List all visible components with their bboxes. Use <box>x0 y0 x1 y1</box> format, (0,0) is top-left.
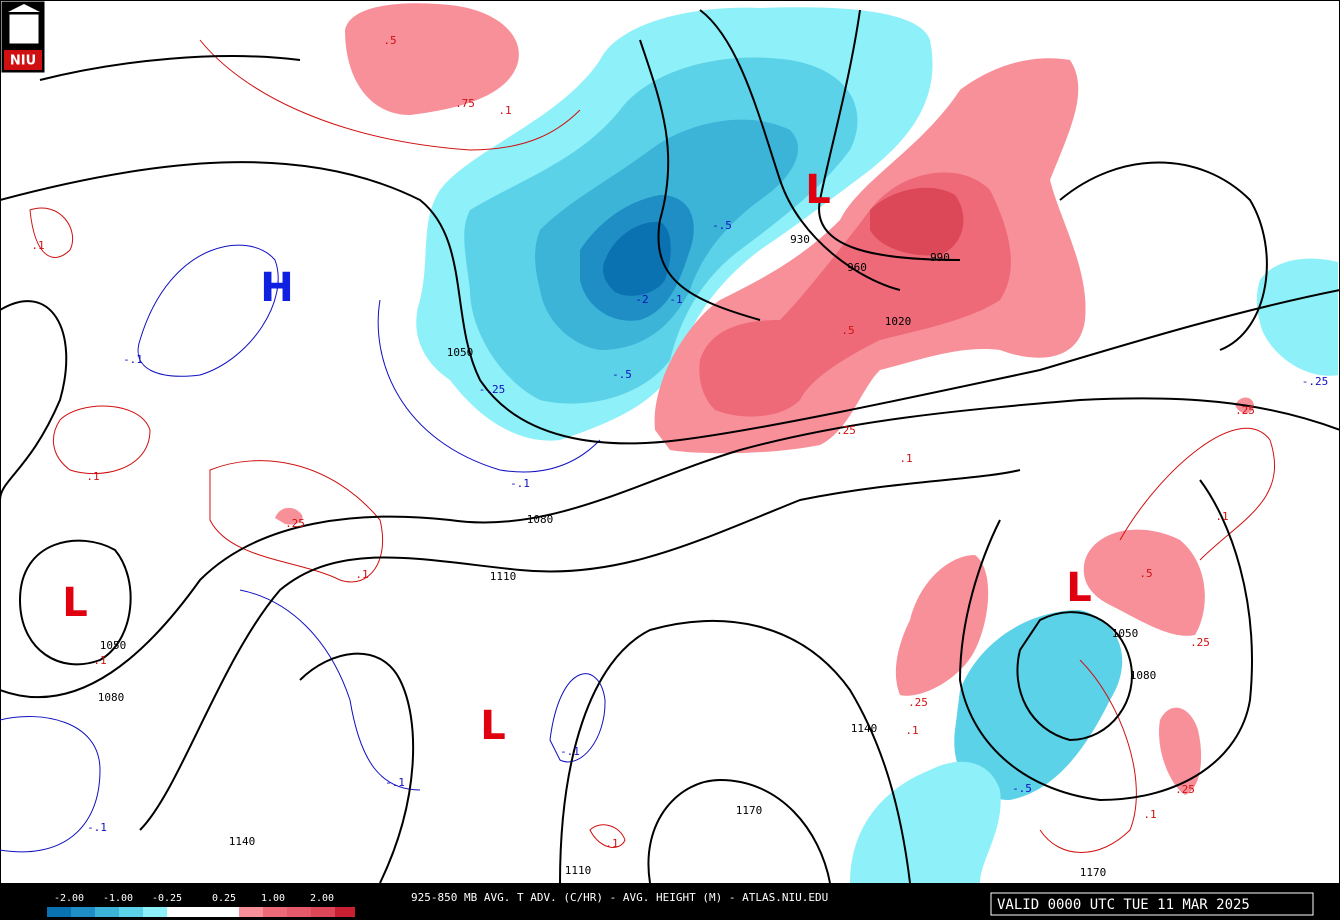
low-center: L <box>1066 565 1092 611</box>
legend-swatch <box>47 907 71 917</box>
valid-time: VALID 0000 UTC TUE 11 MAR 2025 <box>997 897 1250 913</box>
cold-advection-shading <box>416 7 1338 883</box>
legend-swatch <box>191 907 215 917</box>
warm-advection-label: .1 <box>86 470 99 483</box>
height-contours <box>0 9 1340 884</box>
color-legend <box>47 907 355 917</box>
cold-advection-label: -.1 <box>510 477 530 490</box>
height-label: 1170 <box>736 804 763 817</box>
height-label: 1170 <box>1080 866 1107 879</box>
legend-swatch <box>239 907 263 917</box>
logo-text: NIU <box>10 54 36 69</box>
warm-advection-label: .25 <box>285 517 305 530</box>
cold-advection-label: -.1 <box>385 776 405 789</box>
warm-advection-label: .1 <box>498 104 511 117</box>
cold-advection-label: -.25 <box>1302 375 1329 388</box>
warm-advection-label: .1 <box>899 452 912 465</box>
warm-advection-label: .5 <box>1139 567 1152 580</box>
legend-swatch <box>71 907 95 917</box>
low-center: L <box>805 167 831 213</box>
legend-tick-label: 1.00 <box>261 893 285 904</box>
warm-advection-label: .25 <box>836 424 856 437</box>
height-label: 1080 <box>1130 669 1157 682</box>
valid-box <box>990 892 1314 916</box>
height-label: 1050 <box>100 639 127 652</box>
warm-advection-label: .1 <box>1215 510 1228 523</box>
cold-advection-label: -.5 <box>612 368 632 381</box>
height-label: 990 <box>930 251 950 264</box>
legend-swatch <box>215 907 239 917</box>
legend-tick-label: 0.25 <box>212 893 236 904</box>
cold-advection-label: -2 <box>635 293 648 306</box>
warm-advection-label: .75 <box>455 97 475 110</box>
legend-tick-label: 2.00 <box>310 893 334 904</box>
footer-title: 925-850 MB AVG. T ADV. (C/HR) - AVG. HEI… <box>411 891 828 904</box>
height-label: 1140 <box>229 835 256 848</box>
warm-advection-label: .1 <box>605 837 618 850</box>
height-label: 1110 <box>565 864 592 877</box>
cold-advection-label: -.1 <box>560 745 580 758</box>
warm-advection-label: .1 <box>1143 808 1156 821</box>
warm-advection-label: .5 <box>383 34 396 47</box>
cold-advection-label: -.1 <box>87 821 107 834</box>
high-center: H <box>260 265 293 311</box>
height-label: 1050 <box>447 346 474 359</box>
height-label: 1140 <box>851 722 878 735</box>
cold-advection-label: -1 <box>669 293 682 306</box>
warm-advection-label: .25 <box>1175 783 1195 796</box>
warm-advection-label: .5 <box>841 324 854 337</box>
cold-advection-label: -.5 <box>712 219 732 232</box>
height-label: 930 <box>790 233 810 246</box>
legend-tick-label: -2.00 <box>54 893 84 904</box>
height-label: 1110 <box>490 570 517 583</box>
cold-advection-label: -.25 <box>479 383 506 396</box>
warm-advection-label: .1 <box>93 654 106 667</box>
legend-tick-label: -0.25 <box>152 893 182 904</box>
low-center: L <box>62 580 88 626</box>
low-center: L <box>480 703 506 749</box>
legend-swatch <box>95 907 119 917</box>
warm-advection-label: .25 <box>1235 404 1255 417</box>
legend-swatch <box>311 907 335 917</box>
warm-advection-label: .1 <box>31 239 44 252</box>
warm-advection-contours <box>29 39 1276 853</box>
legend-swatch <box>263 907 287 917</box>
height-label: 1080 <box>527 513 554 526</box>
warm-advection-label: .25 <box>908 696 928 709</box>
legend-tick-label: -1.00 <box>103 893 133 904</box>
height-label: 1050 <box>1112 627 1139 640</box>
warm-advection-label: .25 <box>1190 636 1210 649</box>
cold-advection-label: -.1 <box>123 353 143 366</box>
legend-swatch <box>167 907 191 917</box>
height-label: 1080 <box>98 691 125 704</box>
warm-advection-shading <box>275 3 1254 795</box>
height-label: 960 <box>847 261 867 274</box>
legend-swatch <box>335 907 355 917</box>
legend-swatch <box>119 907 143 917</box>
niu-logo: NIU <box>1 1 45 73</box>
height-label: 1020 <box>885 315 912 328</box>
legend-swatch <box>143 907 167 917</box>
legend-swatch <box>287 907 311 917</box>
cold-advection-contours <box>0 244 606 853</box>
warm-advection-label: .1 <box>905 724 918 737</box>
cold-advection-label: -.5 <box>1012 782 1032 795</box>
warm-advection-label: .1 <box>355 568 368 581</box>
